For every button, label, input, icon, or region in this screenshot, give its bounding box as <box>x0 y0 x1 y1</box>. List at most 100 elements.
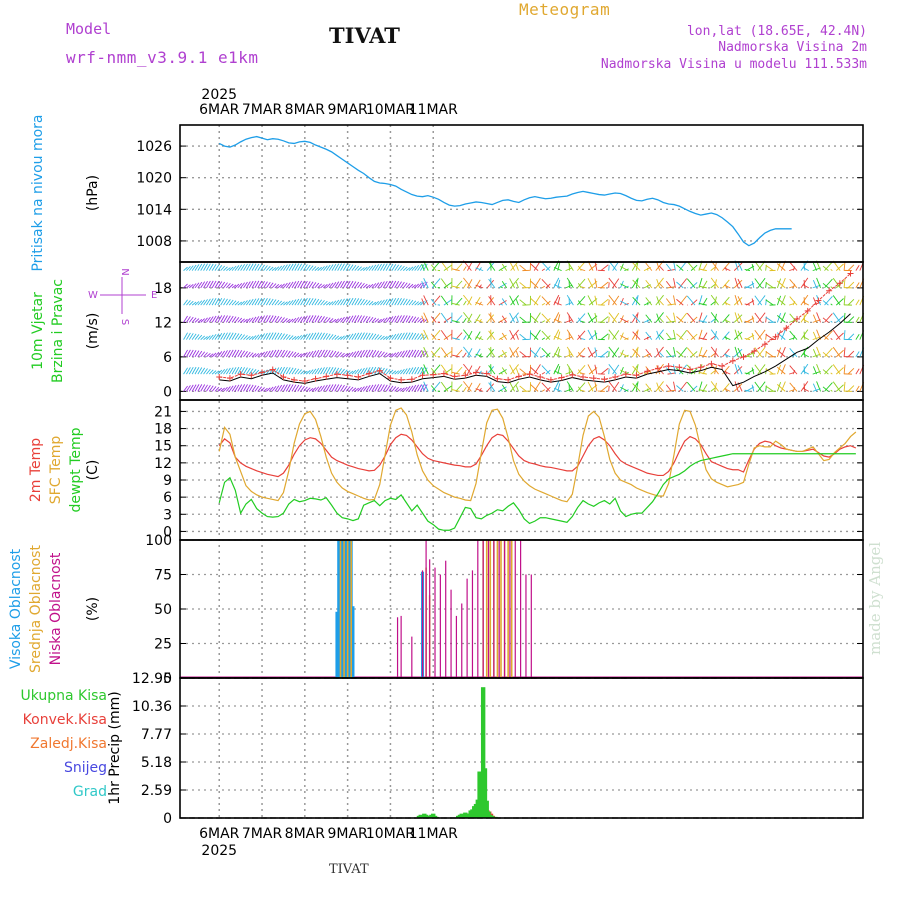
wind-barb <box>831 390 833 391</box>
wind-barb <box>803 336 809 339</box>
low-cloud-bar <box>477 540 478 678</box>
wind-barb <box>500 321 503 322</box>
wind-barb <box>831 269 833 270</box>
wind-barb <box>647 354 648 357</box>
wind-barb <box>542 286 545 288</box>
wind-barb <box>848 368 854 374</box>
wind-tick-label: 0 <box>163 384 172 400</box>
wind-barb <box>848 265 854 271</box>
wind-barb <box>724 268 730 271</box>
wind-barb <box>542 303 545 305</box>
wind-barb <box>542 338 545 340</box>
wind-barb <box>516 334 518 340</box>
wind-barb <box>803 267 809 270</box>
pressure-axis-label: Pritisak na nivou mora <box>30 114 46 271</box>
wind-barb <box>489 262 495 271</box>
low-cloud-bar <box>504 540 505 678</box>
wind-barb <box>464 318 467 322</box>
wind-barb <box>500 390 503 391</box>
wind-barb <box>679 313 686 322</box>
mid-cloud-bar <box>347 540 349 678</box>
wind-barb <box>542 348 550 357</box>
wind-barb <box>666 385 671 392</box>
wind-barb <box>502 281 506 288</box>
bottom-day-label-7MAR: 7MAR <box>242 826 283 842</box>
temperature-tick-label: 21 <box>154 404 172 420</box>
wind-barb <box>679 278 686 287</box>
wind-barb <box>542 383 550 392</box>
wind-barb <box>516 282 518 288</box>
clouds-tick-label: 100 <box>145 533 172 549</box>
wind-barb <box>831 338 833 339</box>
elevation-label: Nadmorska Visina 2m <box>718 40 867 55</box>
wind-barb <box>755 278 762 287</box>
wind-barb <box>464 284 467 288</box>
wind-barb <box>758 313 765 323</box>
wind-gust-line <box>219 274 850 382</box>
wind-barb <box>755 296 762 305</box>
precip-tick-label: 7.77 <box>141 727 172 743</box>
wind-barb <box>441 348 448 357</box>
wind-barb <box>745 304 750 305</box>
wind-barb <box>833 382 840 392</box>
compass-s: S <box>119 319 130 325</box>
wind-barb <box>666 333 671 340</box>
wind-barb <box>831 321 833 322</box>
model-label: Model <box>66 20 111 38</box>
wind-barb <box>441 365 448 374</box>
temperature-tick-label: 9 <box>163 473 172 489</box>
wind-barb <box>758 295 765 305</box>
wind-barb <box>833 347 840 357</box>
low-cloud-bar <box>531 575 532 679</box>
wind-barb <box>601 299 608 305</box>
precip-axis-label: 1hr Precip (mm) <box>107 691 123 804</box>
wind-barb <box>489 365 495 374</box>
wind-barb <box>687 382 695 391</box>
wind-barb <box>844 330 845 339</box>
temperature-tick-label: 15 <box>154 439 172 455</box>
pressure-tick-label: 1008 <box>136 234 172 250</box>
wind-barb <box>766 317 774 322</box>
wind-barb <box>542 321 545 323</box>
low-cloud-bar <box>515 540 516 678</box>
wind-barb <box>520 282 527 287</box>
clouds-tick-label: 25 <box>154 637 172 653</box>
wind-barb <box>659 266 663 271</box>
wind-barb <box>542 314 550 323</box>
wind-barb <box>534 364 540 374</box>
wind-barb <box>542 331 550 340</box>
wind-barb <box>856 386 859 391</box>
wind-barb <box>489 383 495 392</box>
wind-barb <box>755 313 762 322</box>
wind-barb <box>766 282 774 287</box>
wind-barb <box>833 330 840 340</box>
low-cloud-bar <box>440 575 441 679</box>
model-elevation-label: Nadmorska Visina u modelu 111.533m <box>601 57 867 72</box>
wind-barb <box>659 335 663 340</box>
wind-tick-label: 12 <box>154 315 172 331</box>
wind-barb <box>516 351 518 357</box>
precip-legend-1: Konvek.Kisa <box>23 712 107 728</box>
wind-barb <box>500 356 503 357</box>
wind-barb <box>542 390 545 392</box>
wind-barb <box>502 264 506 271</box>
temp-2m-axis-label: 2m Temp <box>28 438 44 502</box>
wind-barb <box>687 330 695 339</box>
dewpt-axis-label: dewpt Temp <box>68 427 84 512</box>
low-cloud-bar <box>488 540 489 678</box>
wind-barb <box>441 279 448 288</box>
wind-barb <box>724 337 730 340</box>
wind-barb <box>542 366 550 375</box>
wind-barb <box>647 285 648 288</box>
wind-barb <box>856 369 859 374</box>
wind-barb <box>502 368 506 375</box>
wind-barb <box>516 317 518 323</box>
temperature-tick-label: 6 <box>163 490 172 506</box>
bottom-day-label-11MAR: 11MAR <box>409 826 458 842</box>
wind-barb <box>489 331 495 340</box>
wind-barb <box>601 317 608 323</box>
compass-e: E <box>151 290 157 301</box>
wind-barb <box>601 265 608 271</box>
wind-barb <box>724 302 730 305</box>
wind-barb <box>758 382 765 392</box>
